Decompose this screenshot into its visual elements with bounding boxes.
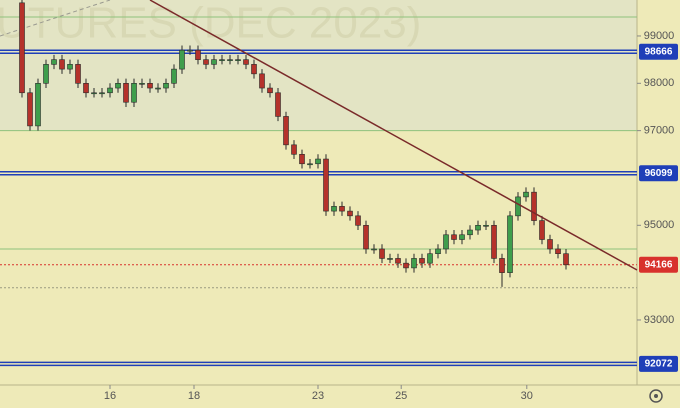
candle-body [403,262,409,269]
settings-icon[interactable] [649,389,663,403]
candle-body [187,49,193,52]
candle-body [483,225,489,227]
candle-body [419,258,425,264]
candle-body [339,206,345,212]
level-badge [639,43,678,60]
x-tick-label: 16 [104,390,116,402]
y-tick-label: 99000 [644,30,675,42]
candle-body [91,92,97,95]
level-badge [639,355,678,372]
candle-body [331,206,337,212]
candle-body [19,2,25,94]
candle-body [547,239,553,250]
candle-body [139,83,145,85]
candle-body [27,92,33,127]
y-tick-label: 98000 [644,77,675,89]
y-tick-label: 95000 [644,219,675,231]
candle-body [499,258,505,273]
candle-body [219,59,225,61]
candle-body [451,234,457,240]
candle-body [147,83,153,89]
candle-body [75,64,81,84]
candle-body [467,229,473,236]
x-tick-label: 18 [188,390,200,402]
candle-body [179,49,185,70]
candle-body [51,59,57,65]
last-price-badge [639,256,678,273]
candle-body [307,163,313,166]
upper-zone [0,0,637,131]
candle-body [379,248,385,259]
watermark: UTURES (DEC 2023) [0,0,421,48]
candle-body [491,225,497,259]
candle-body [315,158,321,165]
candle-body [283,116,289,146]
candle-body [227,59,233,61]
candle-body [171,68,177,84]
candle-body [411,258,417,269]
candle-body [35,83,41,127]
candle-body [555,248,561,255]
level-badge [639,165,678,182]
x-tick-label: 25 [395,390,407,402]
candle-body [67,64,73,70]
candle-body [475,225,481,231]
candle-body [531,191,537,221]
candle-body [347,210,353,217]
candle-body [123,83,129,103]
level-label: 96099 [645,168,673,179]
candle-body [107,87,113,94]
candle-body [99,92,105,95]
candle-body [299,154,305,165]
candle-body [195,49,201,60]
candle-body [563,253,569,266]
x-tick-label: 23 [312,390,324,402]
candle-body [507,215,513,273]
x-tick-label: 30 [521,390,533,402]
candle-body [43,64,49,84]
candle-body [539,220,545,240]
candle-body [115,83,121,89]
candle-body [131,83,137,103]
candle-body [435,248,441,255]
candle-body [203,59,209,65]
candle-body [443,234,449,250]
candle-body [83,83,89,94]
candle-body [427,253,433,264]
candle-body [267,87,273,94]
candle-body [243,59,249,65]
candle-body [163,83,169,89]
candle-body [259,73,265,89]
candle-body [371,248,377,251]
y-tick-label: 93000 [644,314,675,326]
gear[interactable] [649,389,663,403]
candle-body [59,59,65,70]
y-tick-label: 97000 [644,125,675,137]
candle-body [355,215,361,226]
candle-body [251,64,257,75]
candle-body [211,59,217,65]
candle-body [459,234,465,240]
candle-body [395,258,401,264]
last-price-label: 94166 [645,259,673,270]
candle-body [275,92,281,117]
trend-line [149,0,638,271]
candle-body [235,59,241,61]
level-label: 92072 [645,359,673,370]
candle-body [155,87,161,90]
decor-dashed [0,0,111,37]
gear-center[interactable] [654,394,658,398]
level-label: 98666 [645,46,673,57]
candle-body [523,191,529,198]
candle-body [515,196,521,217]
candle-body [291,144,297,155]
candle-body [363,225,369,250]
candle-body [387,258,393,260]
candle-body [323,158,329,212]
